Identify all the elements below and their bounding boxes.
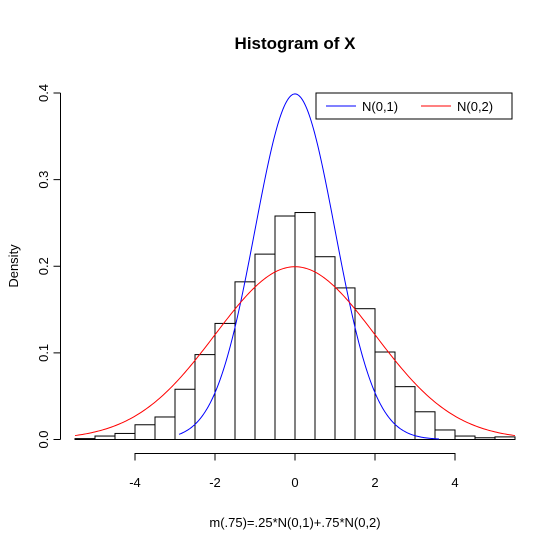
histogram-bar	[474, 437, 496, 440]
histogram-bar	[274, 215, 296, 440]
histogram-bar	[94, 435, 116, 441]
histogram-bar	[374, 351, 396, 441]
histogram-bar	[194, 354, 216, 440]
y-tick-label: 0.2	[36, 257, 51, 275]
histogram-bar	[114, 432, 136, 441]
y-tick-label: 0.1	[36, 344, 51, 362]
y-tick-label: 0.0	[36, 430, 51, 448]
x-tick-label: 2	[371, 475, 378, 490]
histogram-bar	[134, 424, 156, 440]
histogram-bar	[454, 435, 476, 441]
y-axis-label: Density	[6, 244, 21, 288]
histogram-bar	[414, 411, 436, 440]
histogram-bar	[254, 253, 276, 440]
legend-label-n02: N(0,2)	[457, 99, 493, 114]
density-curve-n01	[178, 93, 440, 440]
x-axis-label: m(.75)=.25*N(0,1)+.75*N(0,2)	[209, 515, 380, 530]
x-tick-label: 4	[451, 475, 458, 490]
histogram-bars	[74, 212, 516, 441]
y-axis: 0.0 0.1 0.2 0.3 0.4	[36, 84, 61, 449]
x-tick-label: 0	[291, 475, 298, 490]
x-tick-label: -2	[209, 475, 221, 490]
histogram-bar	[154, 416, 176, 441]
histogram-bar	[434, 429, 456, 441]
x-axis: -4 -2 0 2 4	[129, 453, 459, 490]
chart-title: Histogram of X	[235, 34, 357, 53]
y-tick-label: 0.3	[36, 171, 51, 189]
histogram-bar	[354, 308, 376, 441]
x-tick-label: -4	[129, 475, 141, 490]
density-curves	[74, 93, 516, 440]
legend: N(0,1) N(0,2)	[315, 92, 513, 120]
legend-label-n01: N(0,1)	[362, 99, 398, 114]
histogram-bar	[334, 287, 356, 440]
histogram-bar	[74, 438, 96, 441]
density-curve-n02	[74, 266, 516, 437]
histogram-bar	[494, 436, 516, 440]
y-tick-label: 0.4	[36, 84, 51, 102]
histogram-bar	[294, 212, 316, 440]
